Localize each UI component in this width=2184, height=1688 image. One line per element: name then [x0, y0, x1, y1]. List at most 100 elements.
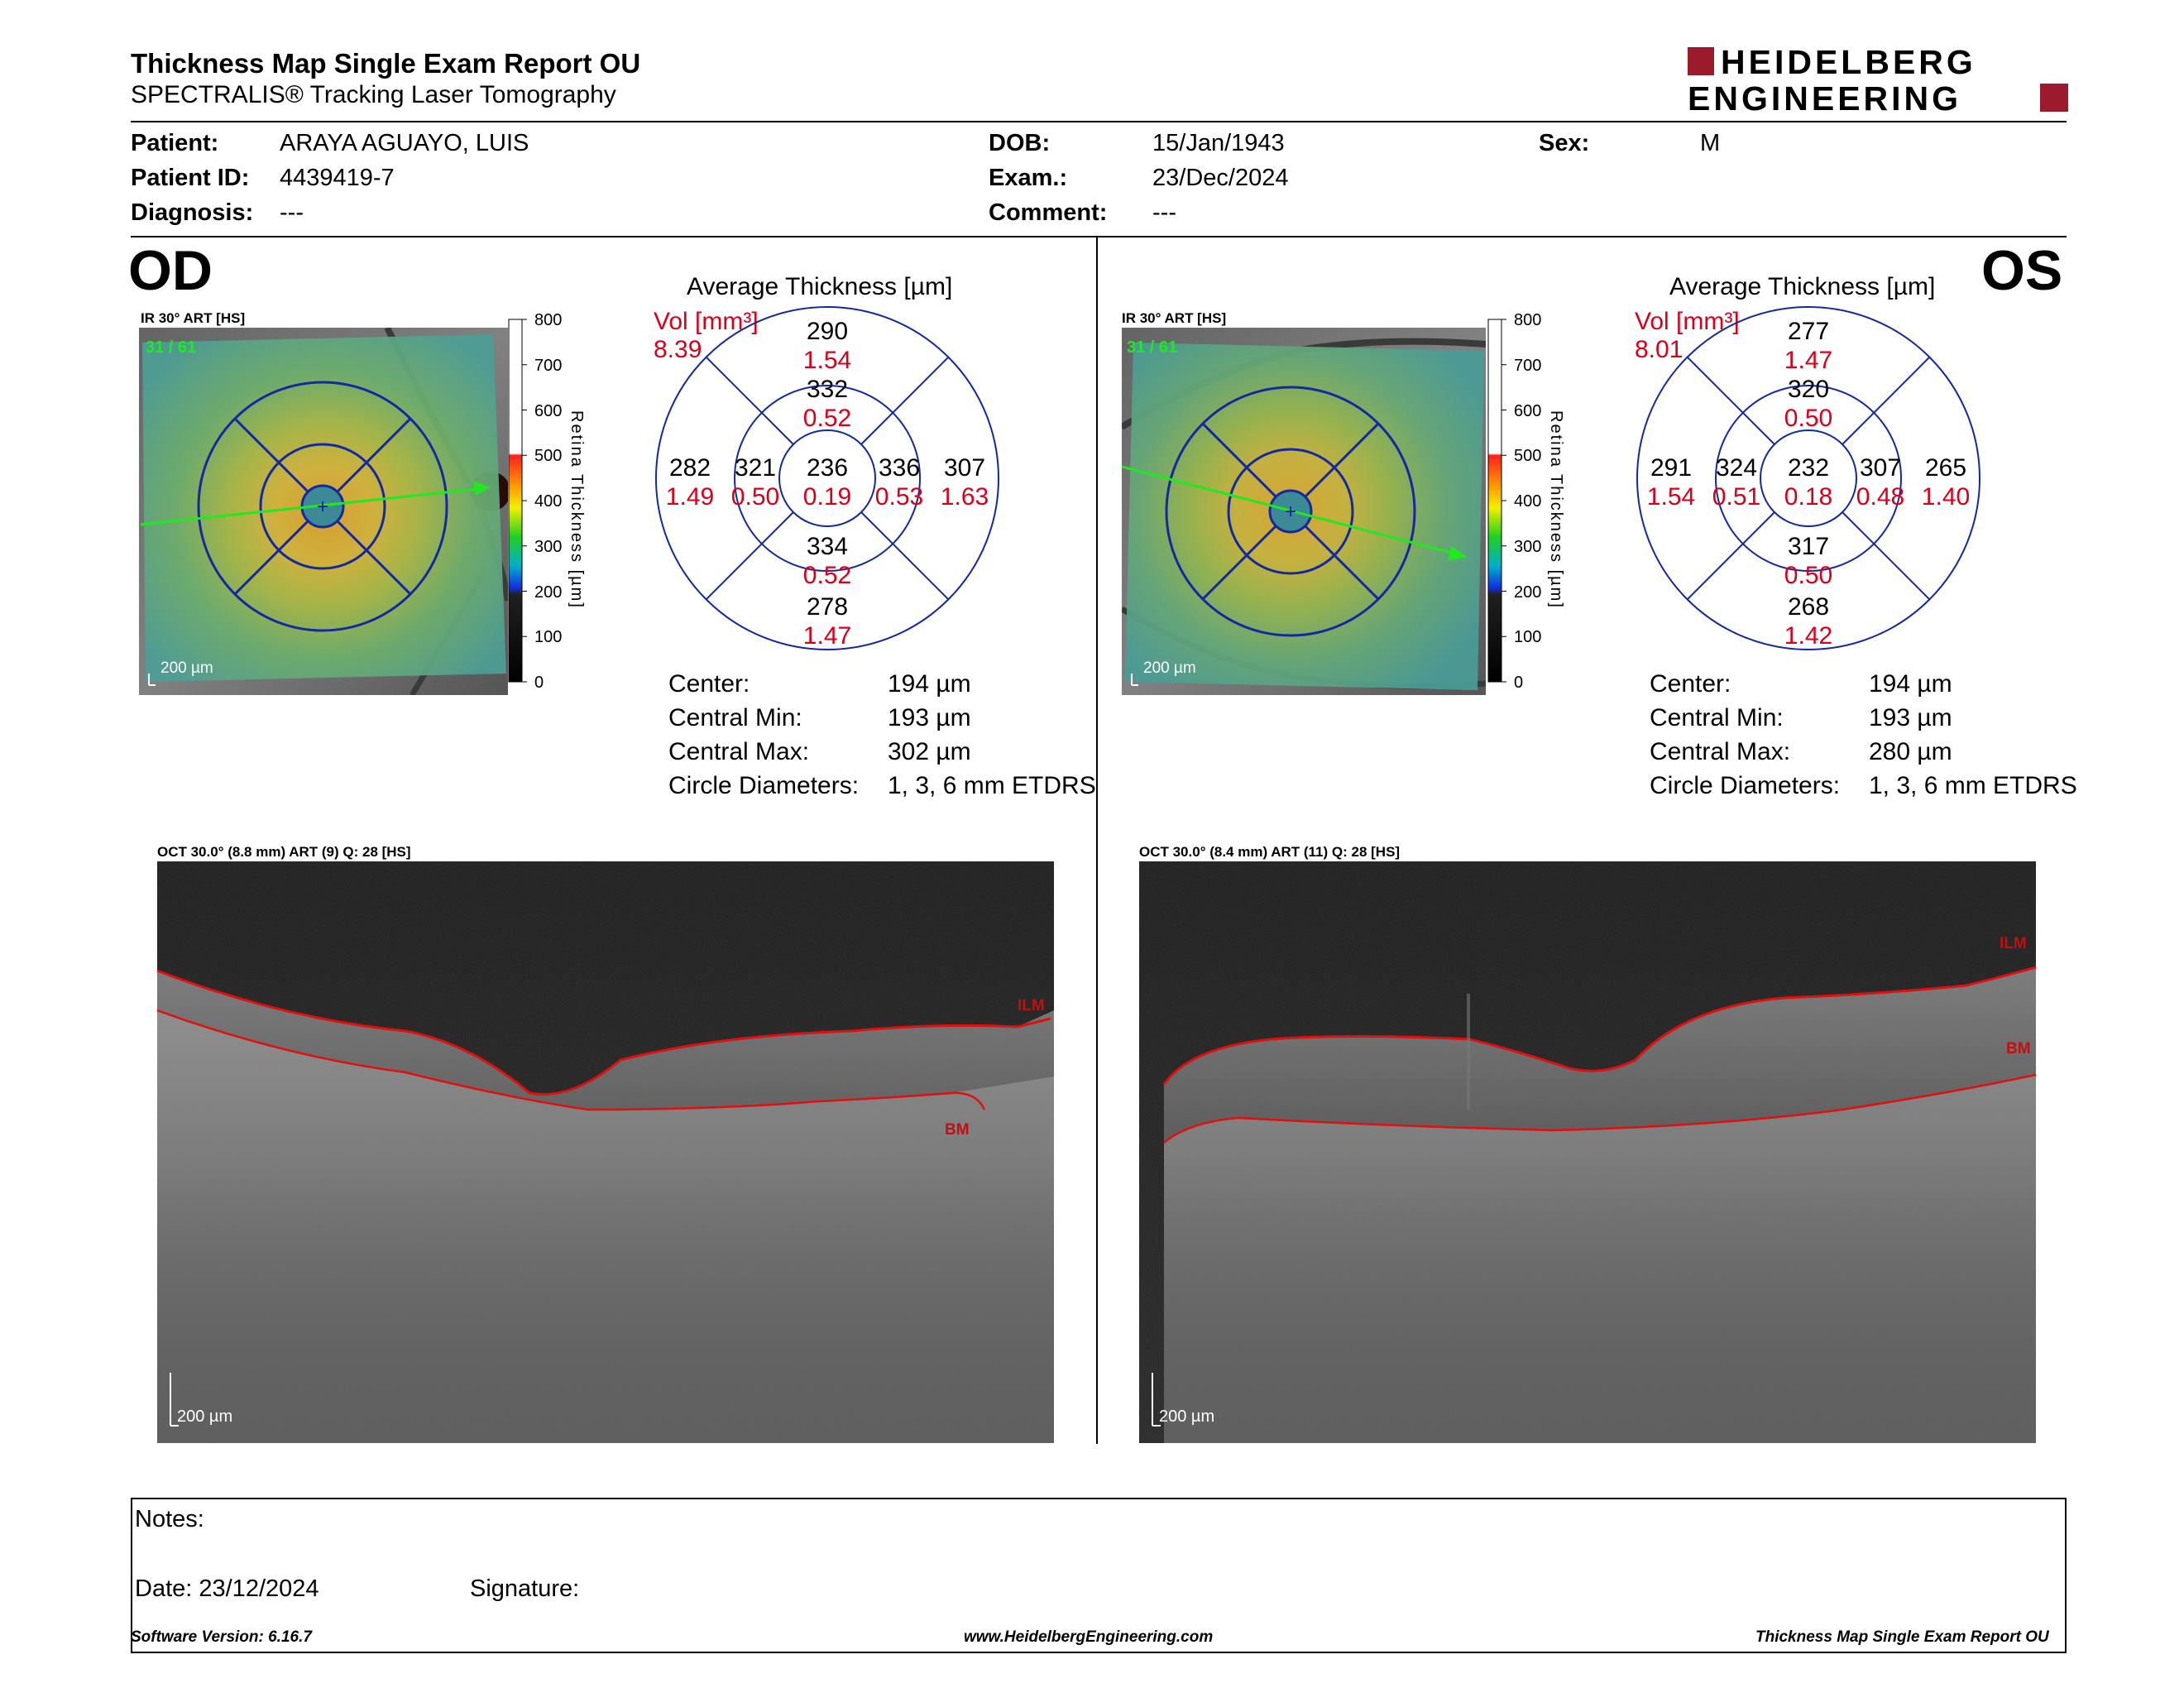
comment-label: Comment:: [989, 199, 1108, 226]
os-outer-left-volume: 1.54: [1647, 483, 1695, 511]
od-outer-left-volume: 1.49: [666, 483, 714, 511]
os-colorbar-tick-label: 700: [1514, 357, 1541, 375]
os-scan-arrow: [1448, 546, 1468, 561]
od-center-thickness: 236: [807, 454, 848, 482]
od-thickness-map: 31 / 61 200 µm: [139, 328, 508, 695]
os-inner-right-thickness: 307: [1860, 454, 1901, 482]
os-avg-title: Average Thickness [µm]: [1669, 273, 1936, 300]
od-outer-right-volume: 1.63: [941, 483, 989, 511]
os-grid-inner-ring: [1715, 385, 1902, 572]
comment-value: ---: [1152, 199, 1176, 226]
od-outer-inf-volume: 1.47: [803, 622, 851, 650]
diagnosis-label: Diagnosis:: [131, 199, 254, 226]
os-colorbar-tick-label: 300: [1514, 538, 1541, 556]
od-grid-outer-ring: [655, 306, 999, 650]
os-ir-label: IR 30° ART [HS]: [1122, 310, 1227, 326]
od-colorbar-tick-label: 500: [534, 447, 562, 465]
os-colorbar-tick-label: 100: [1514, 628, 1541, 646]
od-grid-sector-line: [705, 356, 794, 445]
os-grid-center-ring: [1760, 429, 1857, 527]
os-outer-sup-volume: 1.47: [1784, 347, 1832, 374]
os-thickness-map: 31 / 61 200 µm: [1122, 328, 1486, 695]
od-vol-total: 8.39: [654, 336, 702, 363]
od-center-volume: 0.19: [803, 483, 851, 511]
os-colorbar-tick-label: 400: [1514, 492, 1541, 511]
od-bm-line: [157, 1009, 986, 1111]
os-grid-sector-line: [1842, 356, 1931, 445]
heidelberg-logo: HEIDELBERG ENGINEERING: [1688, 46, 2068, 115]
patient-id-value: 4439419-7: [280, 165, 395, 191]
os-grid-sector-line: [1686, 356, 1775, 445]
od-stat-label: Central Max:: [668, 738, 810, 765]
os-outer-right-thickness: 265: [1925, 454, 1966, 482]
os-stat-value: 1, 3, 6 mm ETDRS: [1869, 772, 2077, 799]
od-eye-label: OD: [128, 239, 213, 302]
od-colorbar-tick-label: 300: [534, 538, 562, 556]
od-ilm-label: ILM: [1018, 997, 1045, 1014]
os-etdrs-outer-ring: [1165, 386, 1416, 637]
od-stat-value: 1, 3, 6 mm ETDRS: [888, 772, 1096, 799]
od-outer-sup-thickness: 290: [807, 318, 848, 345]
exam-value: 23/Dec/2024: [1152, 165, 1289, 191]
os-rpe-band: [1164, 1075, 2036, 1443]
notes-box[interactable]: [131, 1498, 2067, 1653]
os-inner-inf-volume: 0.50: [1784, 562, 1832, 589]
od-colorbar-tick-label: 200: [534, 583, 562, 602]
os-inner-left-volume: 0.51: [1712, 483, 1760, 511]
od-stat-label: Circle Diameters:: [668, 772, 860, 799]
od-inner-right-thickness: 336: [879, 454, 920, 482]
logo-line1: HEIDELBERG: [1721, 46, 1976, 81]
os-inner-right-volume: 0.48: [1856, 483, 1904, 511]
os-etdrs-sector-line: [1304, 525, 1380, 601]
od-ir-label: IR 30° ART [HS]: [141, 310, 246, 326]
od-scan-line: [140, 487, 486, 526]
od-stat-value: 193 µm: [888, 704, 971, 731]
os-stat-label: Central Max:: [1650, 738, 1791, 765]
od-etdrs-sector-line: [233, 417, 309, 493]
eye-divider: [1096, 237, 1098, 1444]
report-title: Thickness Map Single Exam Report OU: [131, 48, 641, 79]
info-divider: [131, 236, 2067, 237]
od-outer-sup-volume: 1.54: [803, 347, 851, 374]
os-etdrs-grid: 277 1.47 320 0.50 232 0.18 324 0.51 307 …: [1636, 306, 1980, 650]
os-colorbar-gradient: [1487, 319, 1502, 683]
logo-red-square-bottom: [2040, 84, 2068, 112]
od-grid-center-ring: [778, 429, 876, 527]
os-bm-line: [1163, 1073, 2036, 1144]
os-outer-right-volume: 1.40: [1922, 483, 1970, 511]
od-etdrs-grid: 290 1.54 332 0.52 236 0.19 321 0.50 336 …: [655, 306, 999, 650]
od-etdrs-sector-line: [336, 520, 412, 596]
os-oct-scale-label: 200 µm: [1159, 1407, 1214, 1426]
os-eye-label: OS: [1981, 239, 2063, 302]
footer-software-version: Software Version: 6.16.7: [131, 1628, 312, 1646]
dob-value: 15/Jan/1943: [1152, 130, 1285, 156]
report-subtitle: SPECTRALIS® Tracking Laser Tomography: [131, 81, 616, 108]
od-oct-bscan: ILM BM 200 µm: [157, 861, 1054, 1443]
os-etdrs-sector-line: [1201, 525, 1277, 601]
od-colorbar-title: Retina Thickness [µm]: [568, 410, 586, 609]
os-stat-label: Center:: [1650, 670, 1731, 698]
os-colorbar-tick-label: 600: [1514, 402, 1541, 420]
os-ir-scale-label: 200 µm: [1143, 659, 1196, 677]
od-colorbar: 800 700 600 500 400 300 200 100 0: [508, 311, 562, 692]
os-bm-label: BM: [2006, 1040, 2031, 1057]
os-stat-value: 193 µm: [1869, 704, 1952, 731]
patient-id-label: Patient ID:: [131, 165, 250, 191]
od-oct-label: OCT 30.0° (8.8 mm) ART (9) Q: 28 [HS]: [157, 844, 411, 860]
od-inner-inf-volume: 0.52: [803, 562, 851, 589]
os-etdrs-inner-ring: [1227, 448, 1354, 575]
os-ilm-label: ILM: [2000, 935, 2027, 952]
sex-value: M: [1700, 130, 1721, 156]
od-stat-value: 194 µm: [888, 670, 971, 698]
date-label: Date: 23/12/2024: [135, 1575, 319, 1602]
os-oct-label: OCT 30.0° (8.4 mm) ART (11) Q: 28 [HS]: [1139, 844, 1401, 860]
od-etdrs-inner-ring: [259, 443, 386, 570]
od-retina-tissue: [157, 971, 1054, 1443]
od-avg-title: Average Thickness [µm]: [687, 273, 953, 300]
os-colorbar-tick-label: 0: [1514, 674, 1523, 692]
os-inner-sup-volume: 0.50: [1784, 405, 1832, 432]
od-inner-left-volume: 0.50: [731, 483, 779, 511]
sex-label: Sex:: [1539, 130, 1590, 156]
notes-label: Notes:: [135, 1506, 204, 1532]
od-colorbar-tick-label: 800: [534, 311, 562, 329]
